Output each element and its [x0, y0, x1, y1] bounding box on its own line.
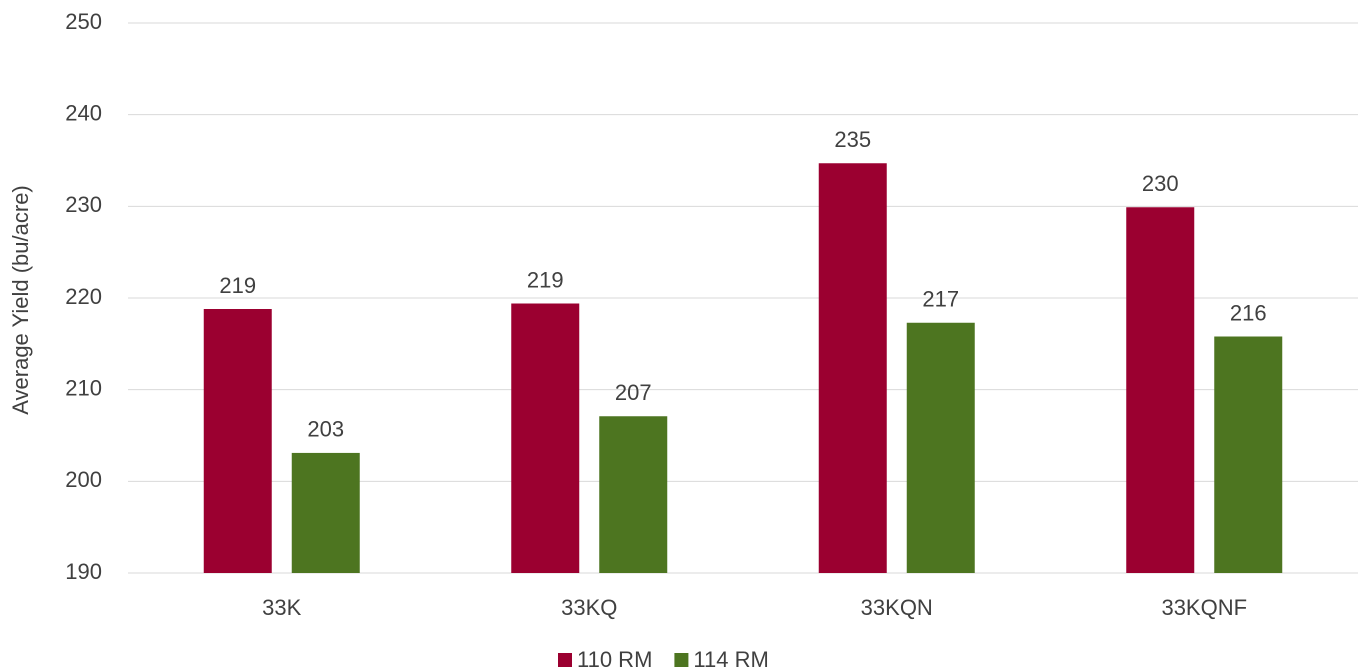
data-label: 207: [615, 380, 652, 405]
x-tick-label: 33KQ: [561, 595, 617, 620]
bar: [1214, 336, 1283, 573]
bar: [906, 322, 975, 573]
bar: [511, 303, 580, 573]
x-tick-label: 33KQNF: [1161, 595, 1247, 620]
data-label: 217: [922, 287, 959, 312]
bar: [291, 452, 360, 573]
bar: [203, 309, 272, 573]
data-label: 230: [1142, 171, 1179, 196]
y-tick-label: 250: [65, 9, 102, 34]
data-label: 219: [527, 267, 564, 292]
legend-label: 110 RM: [577, 647, 652, 671]
bar: [599, 416, 668, 573]
data-label: 235: [834, 127, 871, 152]
y-tick-label: 220: [65, 284, 102, 309]
legend-swatch: [558, 653, 572, 667]
bar: [1126, 207, 1195, 573]
x-tick-label: 33K: [262, 595, 301, 620]
data-label: 203: [307, 417, 344, 442]
x-tick-label: 33KQN: [861, 595, 933, 620]
y-tick-label: 200: [65, 467, 102, 492]
legend-swatch: [674, 653, 689, 667]
legend-label: 114 RM: [693, 647, 768, 671]
y-tick-label: 190: [65, 559, 102, 584]
y-tick-label: 210: [65, 375, 102, 400]
y-tick-label: 240: [65, 100, 102, 125]
bar: [818, 163, 887, 573]
y-axis-label: Average Yield (bu/acre): [8, 185, 33, 415]
y-tick-label: 230: [65, 192, 102, 217]
data-label: 219: [219, 273, 256, 298]
data-label: 216: [1230, 300, 1267, 325]
